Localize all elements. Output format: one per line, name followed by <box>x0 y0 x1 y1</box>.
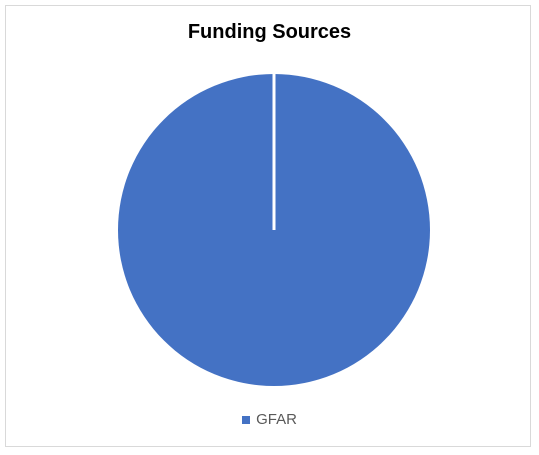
legend-label: GFAR <box>256 411 297 428</box>
legend: GFAR <box>0 411 539 428</box>
chart-title: Funding Sources <box>187 21 352 43</box>
legend-swatch <box>242 415 251 424</box>
